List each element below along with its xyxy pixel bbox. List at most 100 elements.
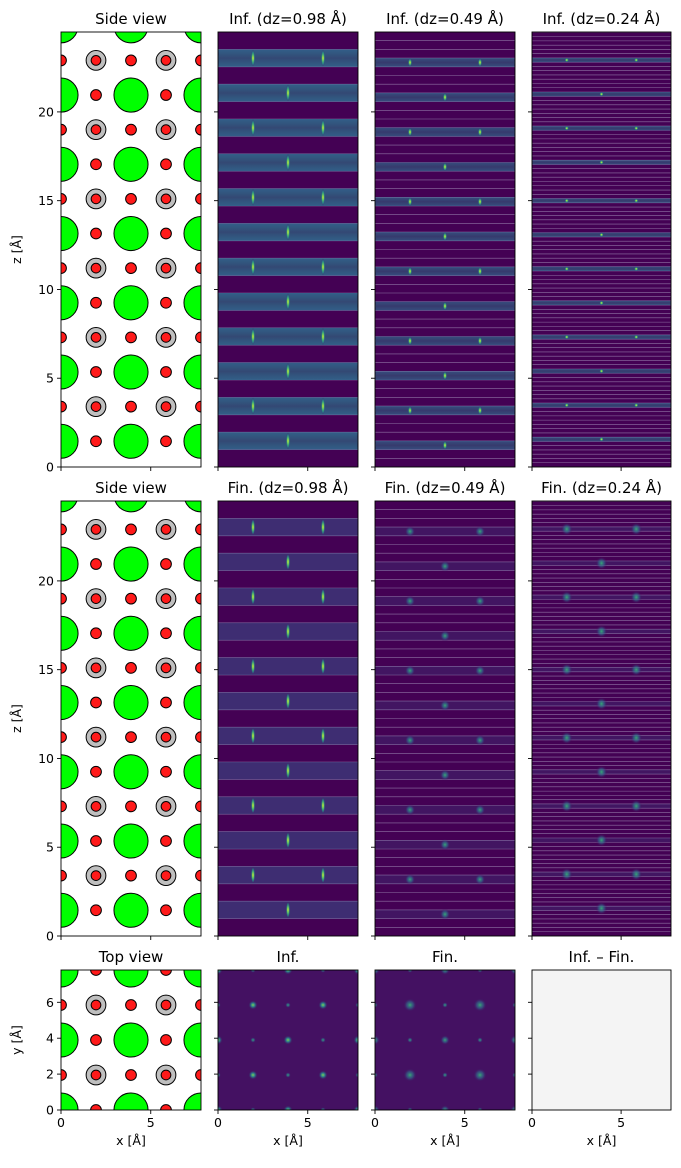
- atomic-plane-band: [218, 49, 358, 67]
- column-spot: [439, 769, 451, 781]
- atomic-plane-band: [218, 258, 358, 276]
- x-tick-label: 5: [147, 1115, 155, 1130]
- green-column-spot: [375, 1105, 380, 1110]
- oxygen-atom: [160, 55, 172, 66]
- panel-title: Inf. (dz=0.98 Å): [229, 9, 347, 28]
- oxygen-atom: [195, 523, 201, 536]
- atomic-plane-band: [218, 727, 358, 745]
- plot-area: [375, 970, 515, 1110]
- atomic-plane-band: [218, 657, 358, 675]
- green-column-spot: [285, 293, 291, 311]
- green-column-spot: [442, 301, 448, 311]
- green-atom: [113, 892, 149, 928]
- oxygen-atom: [160, 801, 172, 812]
- oxygen-atom: [90, 227, 102, 240]
- column-spot: [595, 556, 608, 570]
- green-column-spot: [283, 1105, 293, 1110]
- oxygen-atom: [61, 262, 67, 275]
- column-spot: [595, 624, 608, 638]
- column-spot: [474, 525, 486, 538]
- oxygen-atom: [125, 1069, 137, 1081]
- oxygen-atom: [160, 558, 172, 570]
- column-spot: [474, 873, 486, 886]
- green-column-spot: [442, 440, 448, 450]
- heavy-column-spot: [407, 336, 413, 346]
- oxygen-atom: [90, 296, 102, 309]
- heavy-column-spot: [564, 266, 569, 271]
- panel-proj-inf: Inf. 0 5x [Å]: [214, 948, 359, 1148]
- green-atom: [61, 823, 79, 859]
- panel-fin-024: Fin. (dz=0.24 Å): [528, 478, 672, 940]
- green-atom: [113, 146, 149, 182]
- oxygen-atom: [61, 54, 67, 67]
- axes-frame: [531, 969, 672, 1111]
- column-spot: [439, 560, 451, 572]
- x-tick-label: 5: [304, 1115, 312, 1130]
- panel-inf-098: Inf. (dz=0.98 Å): [214, 9, 359, 471]
- green-atom: [114, 501, 148, 513]
- green-atom: [113, 684, 149, 721]
- oxygen-column-spot: [477, 1107, 483, 1110]
- axes-frame: [60, 31, 202, 468]
- green-column-spot: [599, 300, 604, 306]
- atomic-plane-band: [375, 127, 515, 137]
- oxygen-atom: [160, 662, 172, 674]
- y-axis-label: y [Å]: [9, 1025, 24, 1055]
- oxygen-atom: [90, 870, 102, 881]
- atomic-plane-band: [218, 866, 358, 884]
- atomic-plane-band: [218, 119, 358, 137]
- x-tick-label: 0: [214, 1115, 222, 1130]
- oxygen-column-spot: [512, 1002, 515, 1008]
- heavy-column-spot: [320, 119, 326, 137]
- oxygen-atom: [125, 331, 137, 344]
- oxygen-atom: [90, 524, 102, 535]
- column-spot: [439, 838, 451, 851]
- oxygen-atom: [90, 835, 102, 847]
- green-column-spot: [440, 1035, 450, 1045]
- column-spot: [630, 731, 643, 745]
- green-atom: [61, 32, 78, 44]
- oxygen-atom: [160, 332, 172, 343]
- oxygen-column-spot: [512, 1072, 515, 1078]
- column-spot: [595, 765, 608, 779]
- axes-frame: [60, 969, 202, 1111]
- heavy-column-spot: [634, 57, 639, 63]
- green-column-spot: [442, 232, 448, 241]
- column-spot: [630, 799, 643, 813]
- green-atom: [61, 354, 79, 390]
- panel-proj-fin: Fin. 0 5x [Å]: [371, 948, 516, 1148]
- green-atom: [61, 892, 79, 928]
- y-tick-label: 6: [46, 995, 54, 1010]
- oxygen-atom: [90, 366, 102, 378]
- oxygen-atom: [90, 89, 102, 101]
- oxygen-atom: [195, 662, 201, 674]
- column-spot: [439, 699, 451, 712]
- oxygen-column-spot: [375, 1072, 378, 1078]
- green-column-spot: [353, 1035, 358, 1045]
- green-column-spot: [285, 84, 291, 102]
- oxygen-atom: [160, 227, 172, 240]
- oxygen-atom: [90, 1069, 102, 1081]
- heavy-column-spot: [407, 127, 413, 137]
- column-spot: [320, 727, 326, 745]
- oxygen-column-spot: [218, 1002, 221, 1008]
- heavy-column-spot: [407, 58, 413, 67]
- oxygen-atom: [160, 835, 172, 847]
- oxygen-atom: [160, 904, 172, 917]
- green-column-spot: [285, 223, 291, 241]
- heavy-column-spot: [248, 1000, 258, 1010]
- green-column-spot: [510, 1105, 515, 1110]
- oxygen-atom: [195, 731, 201, 744]
- oxygen-atom: [90, 662, 102, 674]
- plot-area: [218, 501, 358, 936]
- oxygen-atom: [195, 331, 201, 344]
- panel-title: Side view: [95, 479, 167, 497]
- oxygen-atom: [61, 592, 67, 605]
- oxygen-column-spot: [407, 1107, 413, 1110]
- oxygen-column-spot: [250, 1107, 256, 1110]
- oxygen-column-spot: [250, 1037, 256, 1043]
- green-atom: [113, 615, 149, 651]
- green-atom: [113, 754, 149, 790]
- green-column-spot: [375, 1035, 380, 1045]
- oxygen-atom: [90, 731, 102, 743]
